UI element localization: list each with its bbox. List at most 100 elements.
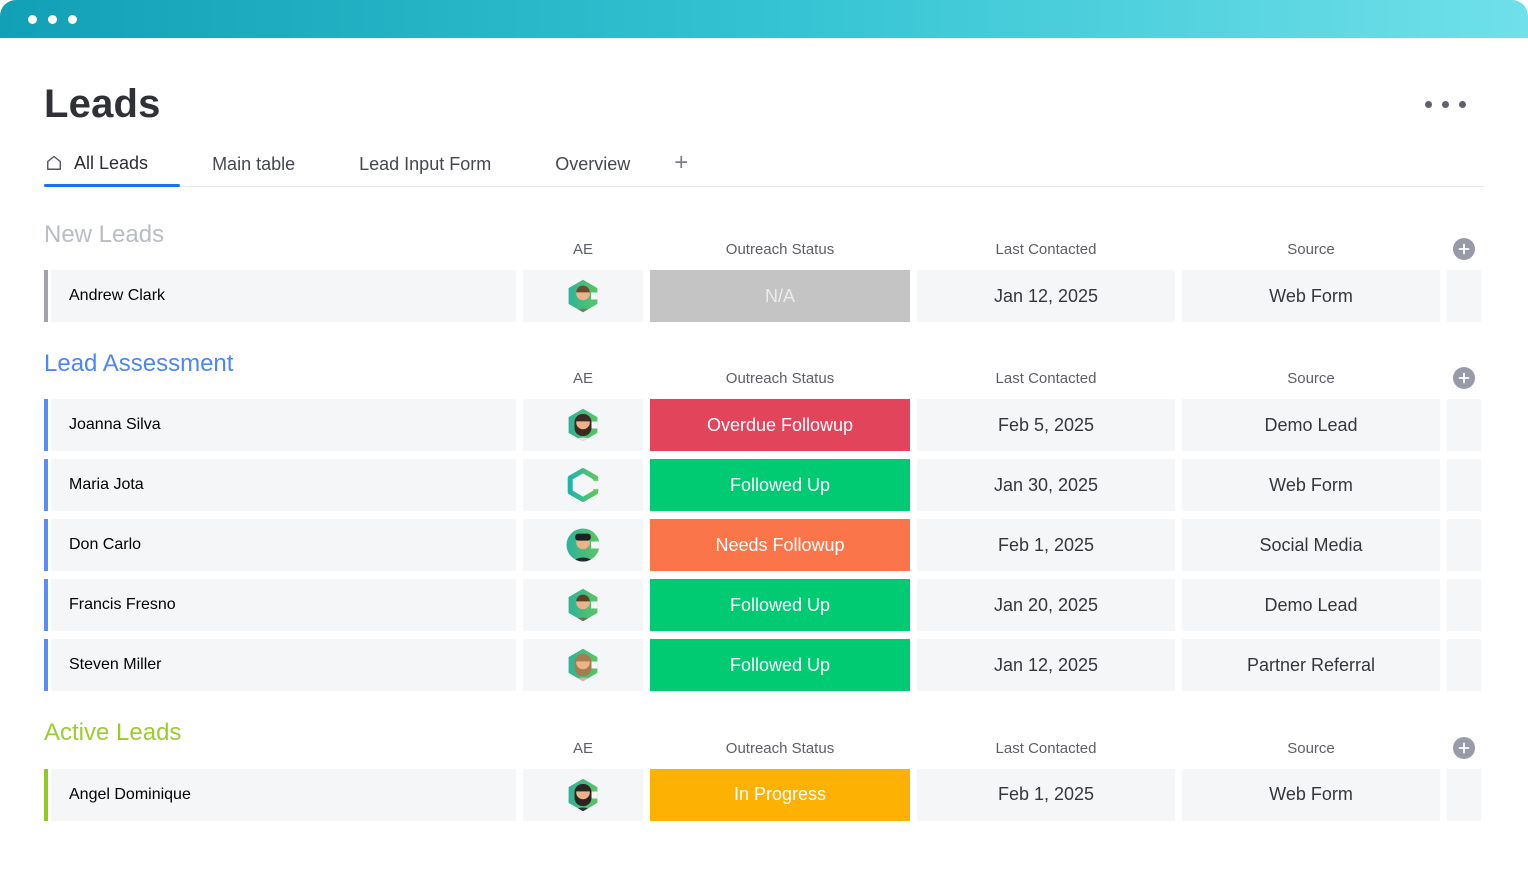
extra-cell[interactable] (1447, 579, 1481, 632)
column-header-outreach-status[interactable]: Outreach Status (725, 370, 835, 388)
row-accent-bar (44, 768, 48, 821)
man-beard-avatar[interactable] (565, 587, 601, 623)
group-title[interactable]: New Leads (44, 221, 165, 248)
source-cell[interactable]: Social Media (1182, 519, 1440, 572)
last-contacted-cell[interactable]: Jan 12, 2025 (917, 639, 1175, 692)
column-header-ae[interactable]: AE (572, 241, 593, 259)
column-header-last-contacted[interactable]: Last Contacted (995, 739, 1097, 757)
lead-name-cell[interactable]: Steven Miller (44, 639, 516, 692)
tab-overview[interactable]: Overview (523, 155, 662, 186)
board-groups: New Leads AE Outreach Status Last Contacted… (44, 222, 1484, 821)
tab-all-leads[interactable]: All Leads (44, 153, 181, 187)
column-header-last-contacted[interactable]: Last Contacted (995, 370, 1097, 388)
kebab-dot (1425, 101, 1432, 108)
source-cell[interactable]: Web Form (1182, 768, 1440, 821)
window-control-dot[interactable] (28, 14, 37, 24)
lead-name-cell[interactable]: Don Carlo (44, 519, 516, 572)
column-header-source[interactable]: Source (1287, 241, 1335, 259)
lead-name-cell[interactable]: Andrew Clark (44, 270, 516, 323)
source-cell[interactable]: Web Form (1182, 270, 1440, 323)
tab-lead-input-form[interactable]: Lead Input Form (327, 155, 523, 186)
ae-cell[interactable] (523, 270, 643, 323)
lead-name-cell[interactable]: Joanna Silva (44, 399, 516, 452)
last-contacted-cell[interactable]: Feb 5, 2025 (917, 399, 1175, 452)
tab-main-table[interactable]: Main table (180, 155, 327, 186)
lead-name-cell[interactable]: Francis Fresno (44, 579, 516, 632)
window-control-dot[interactable] (48, 14, 57, 24)
board-header: Leads (44, 82, 1484, 127)
row-accent-bar (44, 399, 48, 452)
tab-label: Lead Input Form (359, 154, 492, 174)
group-section: Lead Assessment AE Outreach Status Last Con… (44, 350, 1484, 692)
woman-dark-hair-avatar-2[interactable] (565, 777, 601, 813)
group-title[interactable]: Lead Assessment (44, 350, 234, 378)
column-header-ae[interactable]: AE (572, 739, 593, 757)
window-control-dot[interactable] (68, 14, 77, 24)
column-header-source[interactable]: Source (1287, 370, 1335, 388)
group-title[interactable]: Active Leads (44, 719, 182, 747)
extra-cell[interactable] (1447, 768, 1481, 821)
source-cell[interactable]: Demo Lead (1182, 399, 1440, 452)
ae-cell[interactable] (523, 459, 643, 512)
outreach-status-cell[interactable]: Needs Followup (650, 519, 910, 572)
column-header-last-contacted[interactable]: Last Contacted (995, 241, 1097, 259)
ae-cell[interactable] (523, 579, 643, 632)
last-contacted-cell[interactable]: Feb 1, 2025 (917, 768, 1175, 821)
extra-cell[interactable] (1447, 519, 1481, 572)
add-column-button[interactable] (1453, 736, 1475, 759)
ae-cell[interactable] (523, 399, 643, 452)
man-short-hair-avatar[interactable] (565, 278, 601, 314)
last-contacted-cell[interactable]: Jan 30, 2025 (917, 459, 1175, 512)
column-header-outreach-status[interactable]: Outreach Status (725, 241, 835, 259)
row-accent-bar (44, 579, 48, 632)
ae-cell[interactable] (523, 519, 643, 572)
ae-cell[interactable] (523, 768, 643, 821)
tab-label: All Leads (74, 153, 149, 173)
add-column-cell (1447, 736, 1481, 759)
row-accent-bar (44, 639, 48, 692)
group-header-row: Active Leads AE Outreach Status Last Contac… (44, 719, 1484, 759)
source-cell[interactable]: Partner Referral (1182, 639, 1440, 692)
extra-cell[interactable] (1447, 459, 1481, 512)
lead-name: Joanna Silva (69, 416, 161, 434)
last-contacted-cell[interactable]: Feb 1, 2025 (917, 519, 1175, 572)
outreach-status-cell[interactable]: N/A (650, 270, 910, 323)
hexagon-c-logo-avatar[interactable] (565, 467, 601, 503)
ae-cell[interactable] (523, 639, 643, 692)
column-header-outreach-status[interactable]: Outreach Status (725, 739, 835, 757)
outreach-status-cell[interactable]: Overdue Followup (650, 399, 910, 452)
row-accent-bar (44, 459, 48, 512)
column-header-source[interactable]: Source (1287, 739, 1335, 757)
tab-bar: All Leads Main table Lead Input Form Overvi… (44, 151, 1484, 187)
add-view-button[interactable]: + (674, 149, 689, 176)
add-column-cell (1447, 367, 1481, 390)
add-column-button[interactable] (1453, 238, 1475, 261)
lead-name-cell[interactable]: Maria Jota (44, 459, 516, 512)
outreach-status-cell[interactable]: Followed Up (650, 639, 910, 692)
lead-name-bg: Maria Jota (51, 459, 516, 512)
lead-name-bg: Don Carlo (51, 519, 516, 572)
table-row: Andrew Clark N/A Jan 12, 2025 Web Form (44, 270, 1484, 323)
source-cell[interactable]: Web Form (1182, 459, 1440, 512)
tab-label: Overview (555, 154, 631, 174)
extra-cell[interactable] (1447, 270, 1481, 323)
last-contacted-cell[interactable]: Jan 20, 2025 (917, 579, 1175, 632)
extra-cell[interactable] (1447, 639, 1481, 692)
column-header-ae[interactable]: AE (572, 370, 593, 388)
table-row: Francis Fresno Followed Up Jan 20, 2025 Dem… (44, 579, 1484, 632)
lead-name: Maria Jota (69, 476, 144, 494)
last-contacted-cell[interactable]: Jan 12, 2025 (917, 270, 1175, 323)
group-header-row: New Leads AE Outreach Status Last Contacted… (44, 221, 1484, 261)
outreach-status-cell[interactable]: Followed Up (650, 579, 910, 632)
man-beanie-avatar[interactable] (565, 527, 601, 563)
woman-dark-hair-avatar[interactable] (565, 407, 601, 443)
kebab-menu-icon[interactable] (1425, 90, 1484, 120)
outreach-status-cell[interactable]: Followed Up (650, 459, 910, 512)
extra-cell[interactable] (1447, 399, 1481, 452)
add-column-button[interactable] (1453, 367, 1475, 390)
outreach-status-cell[interactable]: In Progress (650, 768, 910, 821)
person-long-hair-avatar[interactable] (565, 647, 601, 683)
lead-name-cell[interactable]: Angel Dominique (44, 768, 516, 821)
source-cell[interactable]: Demo Lead (1182, 579, 1440, 632)
